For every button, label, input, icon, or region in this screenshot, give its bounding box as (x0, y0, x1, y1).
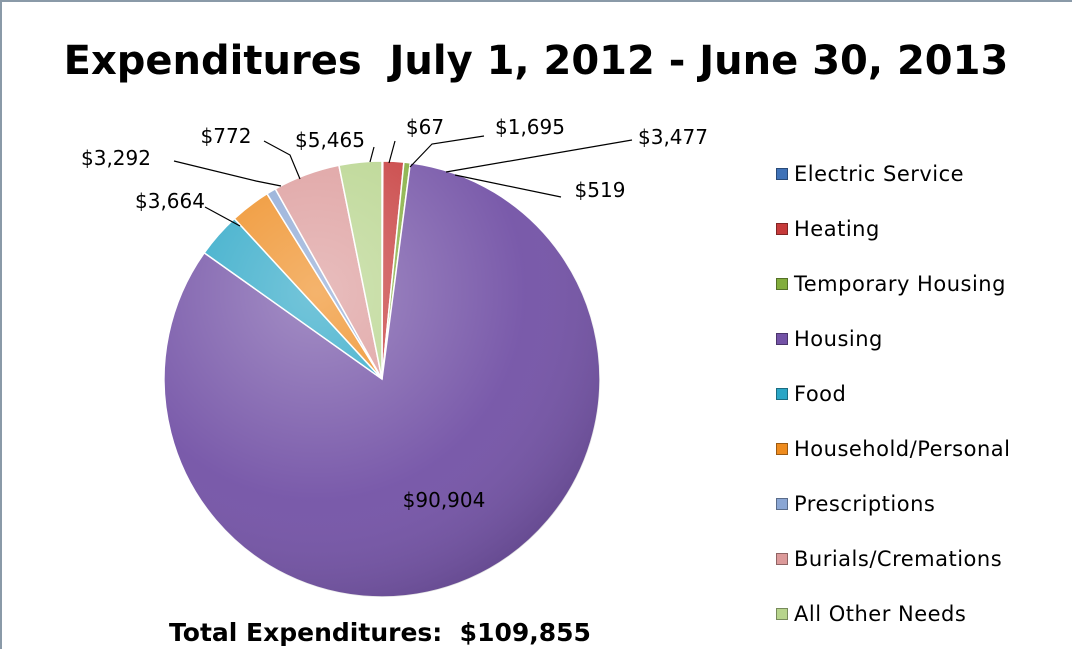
legend-label: Burials/Cremations (794, 546, 1003, 571)
legend-label: Heating (794, 216, 880, 241)
data-label-food: $3,664 (135, 189, 205, 213)
legend-swatch (776, 277, 788, 290)
legend-label: Housing (794, 326, 883, 351)
legend-swatch (776, 387, 788, 400)
legend-item-temporary-housing: Temporary Housing (776, 256, 1010, 311)
legend-label: Food (794, 381, 847, 406)
data-label-burials-cremations: $5,465 (295, 128, 365, 152)
leader-line-heating (409, 135, 485, 168)
legend-label: Prescriptions (794, 491, 936, 516)
chart-title: Expenditures July 1, 2012 - June 30, 201… (63, 38, 1009, 84)
legend-item-electric-service: Electric Service (776, 146, 1010, 201)
legend-label: All Other Needs (794, 601, 967, 626)
legend-label: Household/Personal (794, 436, 1011, 461)
data-label-all-other-needs: $3,477 (638, 125, 708, 149)
legend-label: Electric Service (794, 161, 965, 186)
legend-item-all-other-needs: All Other Needs (776, 586, 1010, 641)
data-label-household-personal: $3,292 (81, 146, 151, 170)
legend-swatch (776, 442, 788, 455)
legend-swatch (776, 167, 788, 180)
data-label-prescriptions: $772 (201, 124, 252, 148)
legend-item-prescriptions: Prescriptions (776, 476, 1010, 531)
leader-line-prescriptions (263, 140, 301, 180)
legend-swatch (776, 332, 788, 345)
leader-line-household-personal (173, 160, 282, 187)
legend-item-food: Food (776, 366, 1010, 421)
legend-item-heating: Heating (776, 201, 1010, 256)
legend-swatch (776, 552, 788, 565)
leader-line-all-other-needs (445, 139, 633, 173)
legend-label: Temporary Housing (794, 271, 1006, 296)
legend-swatch (776, 222, 788, 235)
legend-item-household-personal: Household/Personal (776, 421, 1010, 476)
data-label-housing: $90,904 (403, 488, 486, 512)
legend-item-housing: Housing (776, 311, 1010, 366)
leader-line-burials-cremations (369, 146, 375, 163)
legend-swatch (776, 607, 788, 620)
total-expenditures: Total Expenditures: $109,855 (169, 618, 591, 647)
data-label-electric-service: $67 (406, 115, 444, 139)
leader-line-food (204, 206, 241, 227)
data-label-heating: $1,695 (495, 115, 565, 139)
chart-legend: Electric Service Heating Temporary Housing… (776, 146, 1010, 641)
legend-swatch (776, 497, 788, 510)
leader-line-electric-service (388, 140, 396, 164)
leader-line-temporary-housing (454, 174, 562, 198)
data-label-temporary-housing: $519 (575, 178, 626, 202)
legend-item-burials-cremations: Burials/Cremations (776, 531, 1010, 586)
